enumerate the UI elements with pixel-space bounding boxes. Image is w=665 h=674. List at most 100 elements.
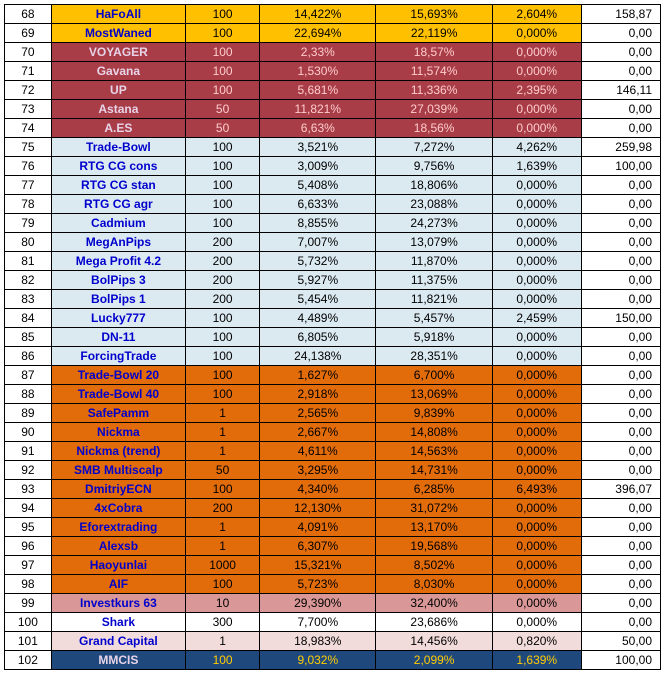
cell-c7: 0,00 bbox=[581, 271, 660, 290]
cell-name: MegAnPips bbox=[51, 233, 185, 252]
cell-c3: 100 bbox=[186, 575, 260, 594]
cell-name: Lucky777 bbox=[51, 309, 185, 328]
cell-c5: 6,700% bbox=[376, 366, 492, 385]
cell-c3: 200 bbox=[186, 290, 260, 309]
table-row: 77RTG CG stan1005,408%18,806%0,000%0,00 bbox=[5, 176, 661, 195]
cell-idx: 93 bbox=[5, 480, 52, 499]
table-row: 102MMCIS1009,032%2,099%1,639%100,00 bbox=[5, 651, 661, 670]
cell-idx: 83 bbox=[5, 290, 52, 309]
cell-c6: 0,000% bbox=[492, 43, 581, 62]
cell-c6: 0,000% bbox=[492, 252, 581, 271]
cell-name: Haoyunlai bbox=[51, 556, 185, 575]
cell-c4: 14,422% bbox=[260, 5, 376, 24]
cell-c5: 15,693% bbox=[376, 5, 492, 24]
cell-c7: 0,00 bbox=[581, 442, 660, 461]
cell-c4: 4,340% bbox=[260, 480, 376, 499]
cell-name: MostWaned bbox=[51, 24, 185, 43]
cell-c6: 2,604% bbox=[492, 5, 581, 24]
cell-idx: 68 bbox=[5, 5, 52, 24]
cell-c6: 6,493% bbox=[492, 480, 581, 499]
cell-idx: 75 bbox=[5, 138, 52, 157]
cell-c4: 6,63% bbox=[260, 119, 376, 138]
cell-c5: 14,456% bbox=[376, 632, 492, 651]
cell-c4: 24,138% bbox=[260, 347, 376, 366]
cell-c5: 23,088% bbox=[376, 195, 492, 214]
cell-c6: 0,000% bbox=[492, 271, 581, 290]
cell-c7: 0,00 bbox=[581, 461, 660, 480]
cell-name: SMB Multiscalp bbox=[51, 461, 185, 480]
cell-idx: 100 bbox=[5, 613, 52, 632]
cell-idx: 86 bbox=[5, 347, 52, 366]
cell-c7: 0,00 bbox=[581, 499, 660, 518]
table-row: 84Lucky7771004,489%5,457%2,459%150,00 bbox=[5, 309, 661, 328]
cell-c4: 4,091% bbox=[260, 518, 376, 537]
cell-idx: 89 bbox=[5, 404, 52, 423]
cell-c7: 0,00 bbox=[581, 613, 660, 632]
cell-c6: 0,000% bbox=[492, 347, 581, 366]
cell-c6: 0,000% bbox=[492, 290, 581, 309]
cell-c4: 6,633% bbox=[260, 195, 376, 214]
table-row: 76RTG CG cons1003,009%9,756%1,639%100,00 bbox=[5, 157, 661, 176]
table-row: 97Haoyunlai100015,321%8,502%0,000%0,00 bbox=[5, 556, 661, 575]
cell-c5: 5,457% bbox=[376, 309, 492, 328]
table-row: 88Trade-Bowl 401002,918%13,069%0,000%0,0… bbox=[5, 385, 661, 404]
cell-c6: 0,000% bbox=[492, 366, 581, 385]
cell-c7: 0,00 bbox=[581, 119, 660, 138]
cell-c5: 14,563% bbox=[376, 442, 492, 461]
table-row: 86ForcingTrade10024,138%28,351%0,000%0,0… bbox=[5, 347, 661, 366]
cell-c7: 0,00 bbox=[581, 252, 660, 271]
cell-idx: 78 bbox=[5, 195, 52, 214]
cell-idx: 91 bbox=[5, 442, 52, 461]
cell-c4: 22,694% bbox=[260, 24, 376, 43]
cell-idx: 92 bbox=[5, 461, 52, 480]
cell-c4: 2,33% bbox=[260, 43, 376, 62]
cell-c3: 100 bbox=[186, 176, 260, 195]
table-row: 90Nickma12,667%14,808%0,000%0,00 bbox=[5, 423, 661, 442]
cell-c6: 2,395% bbox=[492, 81, 581, 100]
cell-c4: 9,032% bbox=[260, 651, 376, 670]
cell-c3: 100 bbox=[186, 385, 260, 404]
cell-idx: 94 bbox=[5, 499, 52, 518]
cell-c4: 12,130% bbox=[260, 499, 376, 518]
cell-c4: 4,611% bbox=[260, 442, 376, 461]
cell-idx: 69 bbox=[5, 24, 52, 43]
cell-c4: 18,983% bbox=[260, 632, 376, 651]
cell-name: Cadmium bbox=[51, 214, 185, 233]
cell-c5: 22,119% bbox=[376, 24, 492, 43]
cell-c3: 100 bbox=[186, 651, 260, 670]
cell-c5: 8,502% bbox=[376, 556, 492, 575]
cell-c4: 5,454% bbox=[260, 290, 376, 309]
cell-c7: 100,00 bbox=[581, 157, 660, 176]
cell-c4: 11,821% bbox=[260, 100, 376, 119]
cell-c4: 2,918% bbox=[260, 385, 376, 404]
cell-c7: 0,00 bbox=[581, 366, 660, 385]
cell-c7: 0,00 bbox=[581, 195, 660, 214]
table-row: 82BolPips 32005,927%11,375%0,000%0,00 bbox=[5, 271, 661, 290]
cell-c7: 0,00 bbox=[581, 328, 660, 347]
cell-name: SafePamm bbox=[51, 404, 185, 423]
cell-c5: 28,351% bbox=[376, 347, 492, 366]
cell-c5: 23,686% bbox=[376, 613, 492, 632]
cell-name: 4xCobra bbox=[51, 499, 185, 518]
cell-name: RTG CG agr bbox=[51, 195, 185, 214]
cell-c3: 1 bbox=[186, 442, 260, 461]
cell-c7: 0,00 bbox=[581, 404, 660, 423]
cell-c7: 150,00 bbox=[581, 309, 660, 328]
cell-c5: 13,170% bbox=[376, 518, 492, 537]
table-row: 89SafePamm12,565%9,839%0,000%0,00 bbox=[5, 404, 661, 423]
cell-c6: 2,459% bbox=[492, 309, 581, 328]
cell-name: VOYAGER bbox=[51, 43, 185, 62]
cell-c5: 18,806% bbox=[376, 176, 492, 195]
table-row: 71Gavana1001,530%11,574%0,000%0,00 bbox=[5, 62, 661, 81]
cell-idx: 101 bbox=[5, 632, 52, 651]
cell-c3: 100 bbox=[186, 328, 260, 347]
cell-c6: 0,000% bbox=[492, 499, 581, 518]
cell-c6: 0,000% bbox=[492, 328, 581, 347]
cell-c5: 13,079% bbox=[376, 233, 492, 252]
cell-c7: 0,00 bbox=[581, 100, 660, 119]
cell-c5: 13,069% bbox=[376, 385, 492, 404]
cell-name: ForcingTrade bbox=[51, 347, 185, 366]
table-row: 85DN-111006,805%5,918%0,000%0,00 bbox=[5, 328, 661, 347]
cell-c6: 0,820% bbox=[492, 632, 581, 651]
cell-c3: 1 bbox=[186, 518, 260, 537]
